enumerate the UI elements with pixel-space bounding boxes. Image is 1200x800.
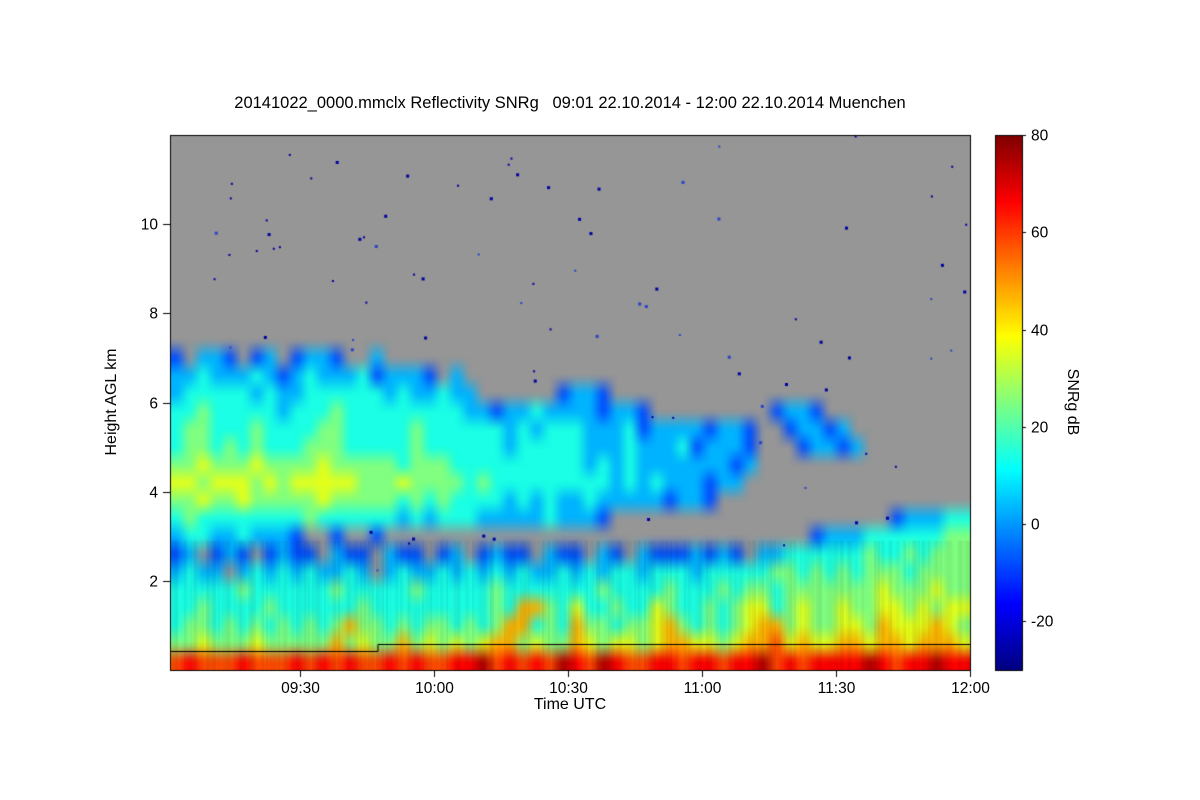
y-tick-label: 10 [140,215,158,233]
y-tick-label: 2 [149,572,158,590]
x-tick-label: 11:30 [817,680,856,697]
y-axis-label: Height AGL km [103,348,120,456]
colorbar-tick-label: 20 [1031,418,1049,436]
colorbar-label: SNRg dB [1064,368,1081,436]
y-tick-label: 6 [149,394,158,412]
x-tick-label: 11:00 [683,680,722,697]
colorbar-tick-label: 0 [1031,515,1040,533]
colorbar-tick-label: -20 [1031,612,1054,630]
chart-title: 20141022_0000.mmclx Reflectivity SNRg 09… [234,94,906,112]
y-tick-label: 4 [149,483,158,501]
colorbar-tick-label: 60 [1031,223,1049,241]
colorbar-tick-label: 40 [1031,321,1049,339]
colorbar-tick-label: 80 [1031,126,1049,144]
x-tick-label: 12:00 [951,680,990,697]
x-tick-label: 09:30 [281,680,320,697]
x-tick-label: 10:30 [549,680,588,697]
x-axis-label: Time UTC [533,696,607,713]
x-tick-label: 10:00 [415,680,454,697]
y-tick-label: 8 [149,304,158,322]
